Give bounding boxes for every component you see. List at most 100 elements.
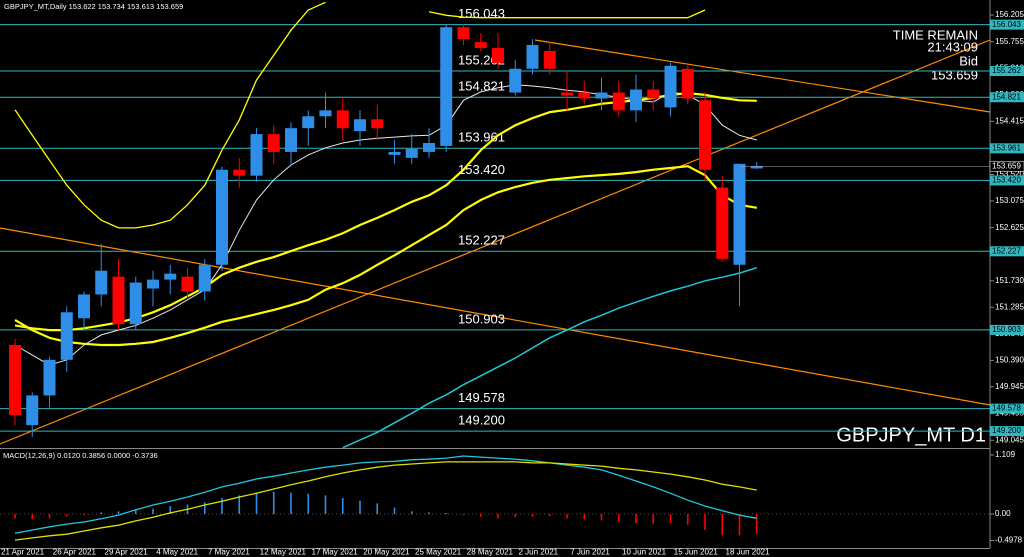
candle-body (612, 92, 625, 111)
candle-body (164, 273, 177, 280)
time-value: 21:43:09 (927, 39, 978, 54)
histogram-bar (738, 514, 741, 536)
level-box-label: 149.200 (992, 426, 1021, 435)
histogram-bar (341, 498, 344, 515)
histogram-bar (324, 495, 327, 515)
level-label: 150.903 (458, 311, 505, 326)
level-box (990, 403, 1024, 414)
candle-body (336, 110, 349, 129)
histogram-bar (583, 514, 586, 520)
y-tick-label: 1.109 (995, 450, 1016, 459)
candle-body (664, 65, 677, 108)
histogram-bar (548, 514, 551, 517)
histogram-bar (169, 506, 172, 515)
level-box-label: 150.903 (992, 325, 1021, 334)
x-tick-label: 15 Jun 2021 (674, 548, 719, 557)
histogram-bar (462, 514, 465, 516)
histogram-bar (134, 509, 137, 515)
level-box-label: 154.821 (992, 92, 1021, 101)
histogram-bar (497, 514, 499, 519)
level-label: 156.043 (458, 6, 505, 21)
candle-body (647, 89, 660, 99)
overlay-line (14, 165, 757, 347)
x-tick-label: 4 May 2021 (156, 548, 198, 557)
histogram-bar (652, 514, 655, 524)
histogram-bar (290, 492, 292, 515)
candle-body (509, 68, 522, 93)
histogram-bar (272, 491, 275, 515)
histogram-bar (445, 512, 448, 515)
histogram-bar (704, 514, 706, 530)
x-tick-label: 26 Apr 2021 (53, 548, 97, 557)
candle-body (233, 169, 246, 176)
level-label: 149.578 (458, 390, 505, 405)
candle-body (440, 27, 453, 146)
candle-body (733, 163, 746, 265)
candle-body (302, 116, 315, 129)
y-tick-label: 150.390 (995, 356, 1024, 365)
histogram-bar (635, 514, 637, 524)
histogram-bar (617, 514, 620, 522)
histogram-bar (100, 512, 103, 515)
histogram-bar (721, 514, 724, 536)
candle-body (561, 92, 573, 96)
candle-body (371, 119, 384, 129)
candle-body (354, 119, 366, 132)
level-box (990, 66, 1024, 77)
y-tick-label: 156.205 (995, 10, 1024, 19)
candle-body (492, 47, 504, 63)
y-tick-label: -0.4978 (995, 536, 1023, 545)
candle-body (595, 92, 608, 99)
candle-body (543, 50, 556, 69)
candle-body (267, 134, 280, 152)
histogram-bar (514, 514, 517, 518)
histogram-bar (479, 514, 482, 517)
histogram-bar (221, 498, 223, 515)
histogram-bar (83, 514, 85, 516)
candle-body (423, 143, 435, 152)
candle-body (181, 276, 194, 292)
candle-body (147, 279, 159, 289)
candle-body (388, 151, 401, 155)
level-box (990, 92, 1024, 103)
x-tick-label: 7 May 2021 (208, 548, 250, 557)
level-box (990, 175, 1024, 186)
bid-box-label: 153.659 (992, 161, 1021, 170)
histogram-bar (359, 500, 361, 515)
histogram-bar (14, 514, 16, 519)
candle-body (474, 42, 487, 48)
bid-value: 153.659 (931, 67, 978, 82)
y-tick-label: 149.945 (995, 382, 1024, 391)
x-tick-label: 25 May 2021 (415, 548, 462, 557)
y-tick-label: 155.755 (995, 37, 1024, 46)
x-tick-label: 28 May 2021 (467, 548, 514, 557)
histogram-bar (531, 514, 534, 517)
candle-body (129, 282, 142, 325)
candle-body (699, 100, 711, 170)
trendline (0, 227, 991, 406)
candle-body (526, 45, 539, 69)
candle-body (405, 148, 418, 158)
overlay-line (14, 1, 706, 229)
histogram-bar (600, 514, 603, 521)
level-box-label: 149.578 (992, 404, 1021, 413)
candle-body (578, 92, 591, 99)
x-tick-label: 18 Jun 2021 (726, 548, 771, 557)
bid-box (989, 160, 1024, 172)
y-tick-label: 154.415 (995, 116, 1024, 125)
x-tick-label: 10 Jun 2021 (622, 548, 667, 557)
y-tick-label: 151.285 (995, 302, 1024, 311)
candle-body (250, 134, 263, 176)
level-label: 153.420 (458, 162, 505, 177)
histogram-bar (307, 493, 310, 515)
histogram-bar (117, 511, 120, 515)
x-tick-label: 29 Apr 2021 (105, 548, 149, 557)
trendline (534, 39, 991, 113)
indicator-line (14, 461, 757, 541)
candle-body (198, 264, 211, 292)
candle-body (457, 27, 470, 40)
candle-body (26, 395, 39, 426)
histogram-bar (31, 514, 34, 520)
